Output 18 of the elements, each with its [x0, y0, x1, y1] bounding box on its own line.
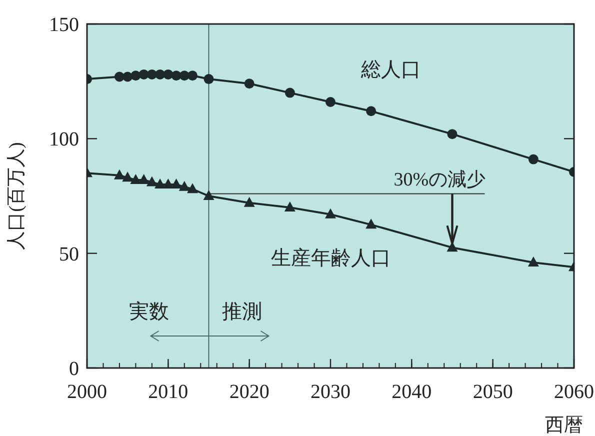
y-axis-title: 人口(百万人) [6, 142, 27, 250]
annotation: 推測 [222, 301, 262, 323]
x-tick-label: 2060 [554, 381, 594, 403]
ref-line-label: 30%の減少 [394, 170, 486, 191]
x-axis-title: 西暦 [545, 415, 583, 436]
series-label: 生産年齢人口 [271, 248, 392, 270]
x-tick-label: 2030 [310, 381, 350, 403]
y-tick-label: 100 [49, 128, 79, 151]
y-tick-label: 50 [59, 243, 79, 266]
y-tick-label: 150 [49, 14, 79, 36]
x-tick-label: 2000 [67, 381, 107, 403]
y-tick-label: 0 [69, 358, 79, 380]
x-tick-label: 2010 [148, 381, 188, 403]
series-label: 総人口 [360, 59, 422, 82]
annotation: 実数 [128, 300, 169, 323]
x-tick-label: 2040 [392, 381, 432, 403]
x-tick-label: 2050 [472, 381, 513, 403]
x-tick-label: 2020 [229, 381, 270, 403]
